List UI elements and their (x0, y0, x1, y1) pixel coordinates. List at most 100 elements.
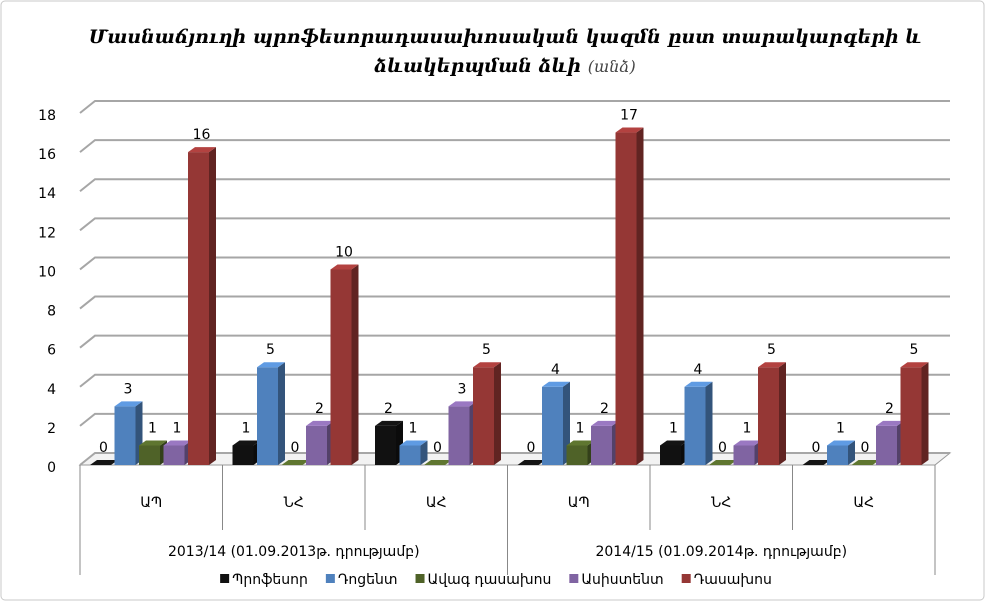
bar-top (566, 440, 595, 446)
y-tick-label: 16 (38, 147, 56, 163)
legend-label: Ասիստենտ (581, 572, 663, 588)
bar-top (615, 127, 644, 133)
legend-swatch (569, 574, 579, 583)
bar (733, 440, 762, 465)
bar-top (900, 362, 929, 368)
bar-front (827, 445, 848, 465)
bar (615, 127, 644, 466)
grid-line (79, 139, 950, 153)
grid-line (79, 217, 950, 232)
bar-top (517, 460, 546, 465)
bar-front (114, 406, 136, 465)
grid-line (79, 256, 950, 271)
data-label: 3 (458, 381, 467, 397)
grid-line (79, 412, 950, 427)
x-tick-label: ԱՊ (140, 495, 162, 511)
bar (473, 362, 501, 465)
grid-line (79, 373, 950, 388)
legend-label: Ավագ դասախոս (428, 572, 552, 588)
group-label: 2013/14 (01.09.2013թ. դրությամբ) (168, 544, 420, 560)
bar-top (827, 440, 855, 446)
bar (424, 460, 452, 465)
bar-front (733, 445, 755, 465)
bar-front (591, 425, 612, 465)
bar-top (139, 440, 167, 446)
y-tick-label: 0 (47, 460, 56, 476)
bar-side (494, 362, 501, 465)
data-label: 2 (384, 401, 393, 417)
bar-top (733, 440, 762, 446)
bar (232, 440, 261, 465)
bar-top (424, 460, 452, 465)
data-label: 1 (836, 420, 845, 436)
legend-swatch (220, 574, 230, 583)
grid-line (79, 100, 950, 114)
y-tick-label: 6 (47, 343, 56, 359)
bar-top (542, 381, 570, 387)
bar (163, 440, 192, 465)
data-label: 0 (861, 440, 870, 456)
bar-front (758, 367, 779, 465)
bar-side (278, 362, 285, 465)
data-label: 2 (600, 401, 609, 417)
bar-front (473, 367, 494, 465)
bar (709, 460, 737, 465)
bar-top (660, 440, 688, 446)
group-label: 2014/15 (01.09.2014թ. դրությամբ) (595, 544, 847, 560)
legend-label: Դասախոս (694, 572, 772, 588)
bar-front (660, 445, 681, 465)
bar-side (209, 147, 216, 465)
bar-top (876, 420, 904, 426)
bar-top (758, 362, 786, 368)
bar (257, 362, 285, 465)
bar (876, 420, 904, 465)
bar (684, 381, 713, 465)
y-tick-label: 4 (47, 382, 56, 398)
bar-front (684, 386, 706, 465)
title-note: (անձ) (588, 57, 636, 76)
data-label: 1 (242, 420, 251, 436)
legend-label: Դոցենտ (338, 572, 398, 588)
bar-front (139, 445, 160, 465)
bar-front (375, 425, 396, 465)
grid-line (79, 334, 950, 349)
bar-top (802, 460, 831, 465)
chart-title: Մասնաճյուղի պրոֆեսորադասախոսական կազմն ը… (89, 26, 922, 48)
bar-top (851, 460, 880, 465)
data-label: 3 (124, 381, 133, 397)
data-label: 5 (266, 342, 275, 358)
bar-top (257, 362, 285, 368)
bar (566, 440, 595, 465)
data-label: 0 (527, 440, 536, 456)
data-label: 1 (669, 420, 678, 436)
data-label: 1 (148, 420, 157, 436)
bar-top (114, 401, 143, 407)
bar-front (448, 406, 470, 465)
bar-front (900, 367, 922, 465)
data-label: 17 (620, 108, 638, 124)
bar-side (779, 362, 786, 465)
x-tick-label: ՆՀ (711, 495, 731, 511)
bar (900, 362, 929, 465)
x-tick-label: ՆՀ (284, 495, 304, 511)
data-label: 0 (812, 440, 821, 456)
bar-top (281, 460, 310, 465)
bar-top (709, 460, 737, 465)
grid-line (79, 295, 950, 310)
y-tick-label: 12 (38, 225, 56, 241)
y-tick-label: 10 (38, 264, 56, 280)
bar-top (188, 147, 216, 153)
bar-top (399, 440, 428, 446)
x-tick-label: ԱՊ (568, 495, 590, 511)
data-label: 5 (482, 342, 491, 358)
bar (90, 460, 118, 465)
bar (375, 420, 403, 465)
y-tick-label: 18 (38, 108, 56, 124)
bar-front (542, 386, 563, 465)
y-tick-label: 14 (38, 186, 56, 202)
bar (399, 440, 428, 465)
data-label: 10 (335, 244, 353, 260)
x-tick-label: ԱՀ (853, 495, 874, 511)
bar-top (591, 420, 619, 426)
bar-front (399, 445, 421, 465)
